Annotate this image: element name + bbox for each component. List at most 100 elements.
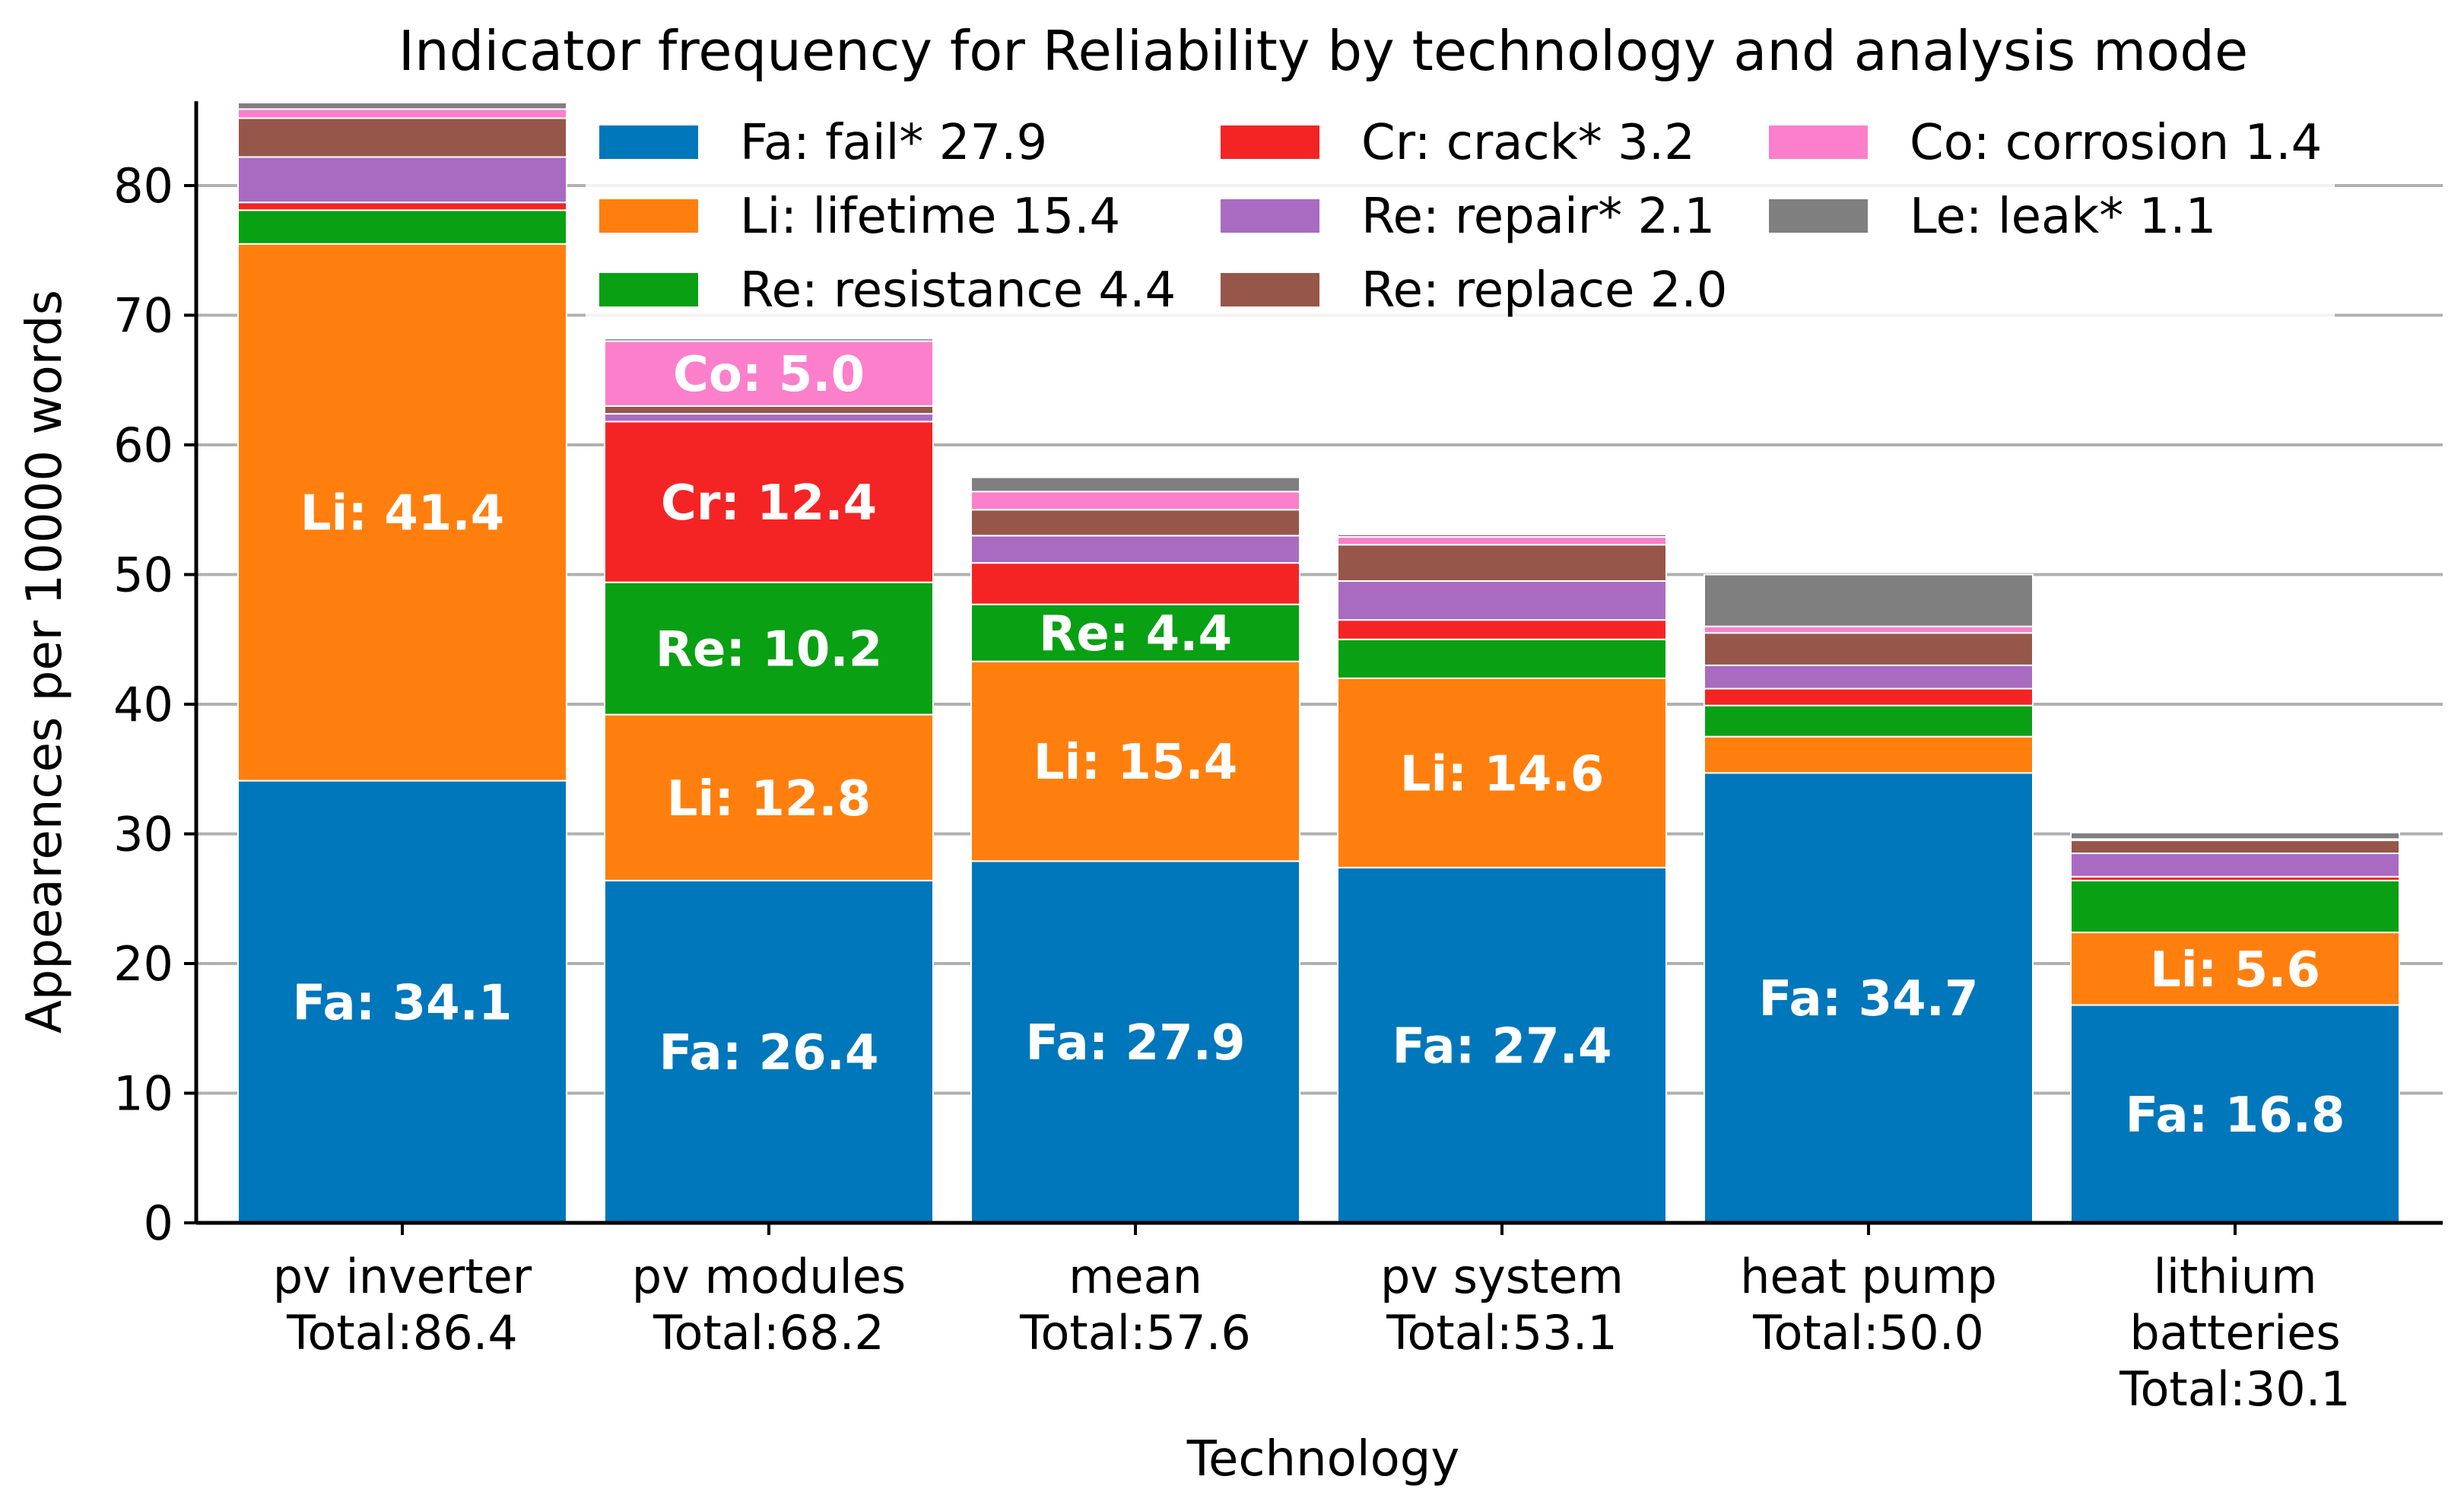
bar-Fa-5 xyxy=(2070,1004,2400,1224)
legend-swatch-Li xyxy=(599,199,698,233)
legend-swatch-Cr xyxy=(1221,125,1319,159)
chart-title: Indicator frequency for Reliability by t… xyxy=(398,19,2248,83)
bar-Cr-0 xyxy=(237,202,567,211)
bar-Re2-5 xyxy=(2070,853,2400,878)
bar-Co-3 xyxy=(1337,536,1667,546)
legend-label-Fa: Fa: fail* 27.9 xyxy=(740,115,1047,171)
y-tick-label-60: 60 xyxy=(113,418,173,473)
bar-Li-1 xyxy=(604,713,934,881)
bar-Re2-3 xyxy=(1337,580,1667,621)
bar-Fa-2 xyxy=(970,860,1300,1224)
x-tick-label-2: mean Total:57.6 xyxy=(1019,1249,1251,1361)
bar-Re-1 xyxy=(604,581,934,716)
y-axis-label: Appearences per 10000 words xyxy=(17,290,73,1033)
legend: Fa: fail* 27.9 Li: lifetime 15.4 Re: resis… xyxy=(586,103,2335,331)
bar-Re-4 xyxy=(1704,704,2034,738)
bar-Cr-3 xyxy=(1337,619,1667,640)
x-tick-label-4: heat pump Total:50.0 xyxy=(1740,1249,1997,1361)
bar-Li-4 xyxy=(1704,735,2034,774)
bar-Re3-5 xyxy=(2070,840,2400,855)
x-tick-total: Total:57.6 xyxy=(1019,1305,1251,1361)
bar-Fa-1 xyxy=(604,879,934,1224)
bar-Co-1 xyxy=(604,340,934,407)
legend-swatch-Re xyxy=(599,273,698,306)
y-tick-label-30: 30 xyxy=(113,807,173,862)
bar-Li-2 xyxy=(970,660,1300,862)
bar-Re2-0 xyxy=(237,156,567,204)
y-tick-label-10: 10 xyxy=(113,1066,173,1122)
legend-swatch-Re2 xyxy=(1221,199,1319,233)
x-tick-label-3: pv system Total:53.1 xyxy=(1380,1249,1624,1361)
bar-label-Fa-2: Fa: 27.9 xyxy=(1026,1015,1246,1072)
legend-label-Re3: Re: replace 2.0 xyxy=(1361,262,1727,319)
bar-Co-2 xyxy=(970,491,1300,511)
y-tick-label-70: 70 xyxy=(113,288,173,344)
x-tick-label-0: pv inverter Total:86.4 xyxy=(273,1249,532,1361)
bar-Re3-2 xyxy=(970,509,1300,537)
bar-Fa-4 xyxy=(1704,772,2034,1224)
bar-Re2-1 xyxy=(604,413,934,423)
x-tick-total: Total:68.2 xyxy=(653,1305,884,1361)
x-axis-label: Technology xyxy=(1186,1431,1460,1488)
bar-label-Li-5: Li: 5.6 xyxy=(2150,942,2320,999)
bar-Re-5 xyxy=(2070,879,2400,934)
bar-Re-0 xyxy=(237,209,567,245)
bar-Li-0 xyxy=(237,243,567,782)
x-tick-label-1: pv modules Total:68.2 xyxy=(632,1249,906,1361)
bar-labels: Fa: 34.1 Li: 41.4 Fa: 26.4 Li: 12.8 Re: 10.2… xyxy=(293,347,2345,1144)
bar-label-Fa-4: Fa: 34.7 xyxy=(1759,971,1979,1027)
legend-swatch-Fa xyxy=(599,125,698,159)
bar-label-Li-0: Li: 41.4 xyxy=(300,486,505,542)
bar-label-Cr-1: Cr: 12.4 xyxy=(661,475,877,532)
bar-label-Fa-5: Fa: 16.8 xyxy=(2126,1087,2345,1144)
legend-label-Li: Li: lifetime 15.4 xyxy=(740,189,1120,245)
y-tick-label-40: 40 xyxy=(113,677,173,732)
bar-Le-0 xyxy=(237,101,567,110)
x-tick-category: pv modules xyxy=(632,1249,906,1304)
legend-background xyxy=(586,103,2335,331)
bar-Le-2 xyxy=(970,476,1300,493)
bar-Re3-0 xyxy=(237,117,567,158)
bar-Cr-1 xyxy=(604,421,934,583)
x-tick-total: Total:50.0 xyxy=(1752,1305,1984,1361)
legend-label-Re: Re: resistance 4.4 xyxy=(740,262,1176,319)
bar-label-Fa-3: Fa: 27.4 xyxy=(1392,1018,1612,1075)
bar-label-Li-1: Li: 12.8 xyxy=(667,771,872,827)
x-tick-category: mean xyxy=(1068,1249,1202,1304)
bar-label-Co-1: Co: 5.0 xyxy=(673,347,865,403)
bar-Re2-2 xyxy=(970,535,1300,564)
x-tick-category: lithium xyxy=(2154,1249,2317,1304)
bar-Re-3 xyxy=(1337,638,1667,679)
bar-label-Fa-0: Fa: 34.1 xyxy=(293,975,513,1031)
bar-Cr-4 xyxy=(1704,687,2034,706)
y-tick-label-20: 20 xyxy=(113,936,173,992)
bar-Le-4 xyxy=(1704,573,2034,627)
bar-Fa-0 xyxy=(237,779,567,1224)
bar-label-Re-1: Re: 10.2 xyxy=(656,622,882,678)
y-tick-label-0: 0 xyxy=(144,1195,173,1251)
legend-swatch-Co xyxy=(1769,125,1868,159)
x-tick-total: Total:86.4 xyxy=(286,1305,518,1361)
bar-Le-1 xyxy=(604,338,934,342)
bar-Le-3 xyxy=(1337,533,1667,538)
legend-swatch-Re3 xyxy=(1221,273,1319,306)
bar-Cr-2 xyxy=(970,562,1300,605)
x-tick-category: heat pump xyxy=(1740,1249,1997,1304)
bar-Re3-3 xyxy=(1337,544,1667,583)
legend-label-Cr: Cr: crack* 3.2 xyxy=(1361,115,1695,171)
bar-label-Fa-1: Fa: 26.4 xyxy=(659,1025,879,1081)
bar-Fa-3 xyxy=(1337,866,1667,1224)
bar-label-Li-2: Li: 15.4 xyxy=(1034,735,1238,791)
x-tick-category: pv inverter xyxy=(273,1249,532,1304)
bar-Co-0 xyxy=(237,108,567,119)
x-tick-total: Total:53.1 xyxy=(1386,1305,1618,1361)
bar-label-Li-3: Li: 14.6 xyxy=(1400,746,1605,802)
bar-Re2-4 xyxy=(1704,664,2034,690)
bar-Le-5 xyxy=(2070,831,2400,840)
y-tick-label-80: 80 xyxy=(113,158,173,214)
y-tick-label-50: 50 xyxy=(113,548,173,603)
bar-Co-4 xyxy=(1704,625,2034,634)
bar-label-Re-2: Re: 4.4 xyxy=(1039,606,1232,662)
x-tick-total: Total:30.1 xyxy=(2119,1361,2351,1417)
